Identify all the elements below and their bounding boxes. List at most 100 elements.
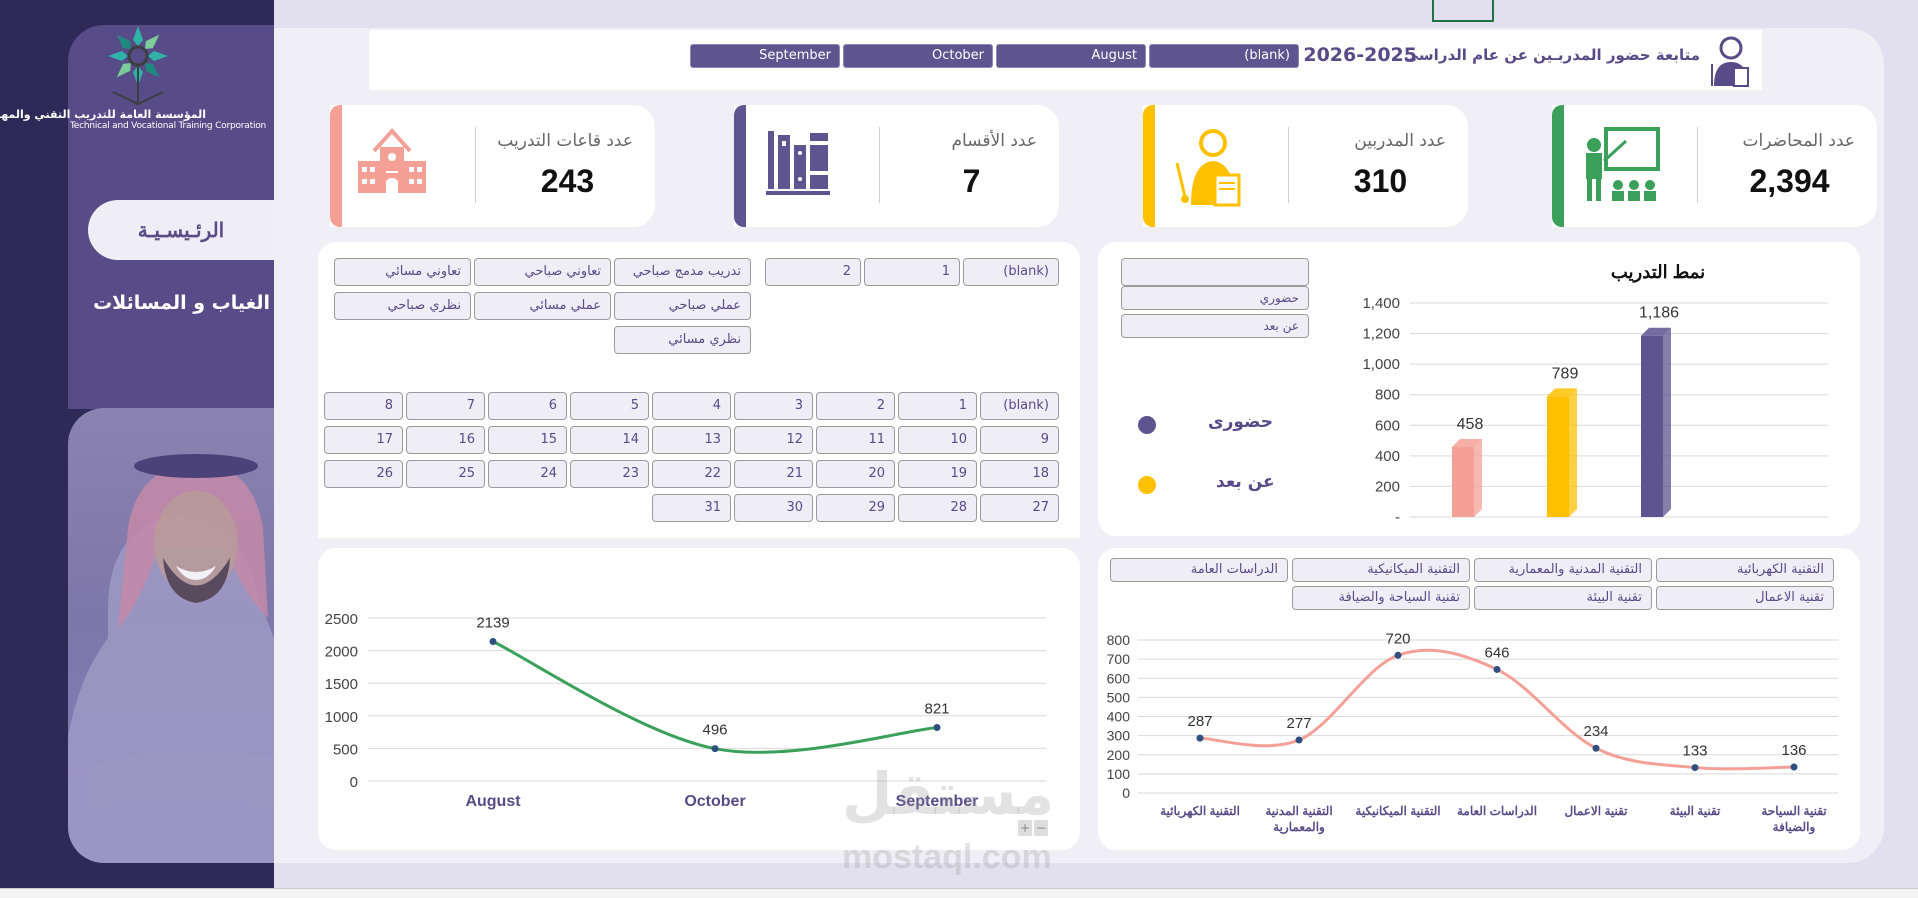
legend-label-remote: عن بعد (1216, 472, 1275, 492)
day-slicer-15[interactable]: 15 (488, 426, 567, 454)
kpi-label: عدد المحاضرات (1742, 131, 1855, 151)
svg-text:2000: 2000 (325, 644, 358, 661)
day-slicer-3[interactable]: 3 (734, 392, 813, 420)
day-slicer-10[interactable]: 10 (898, 426, 977, 454)
chart-collapse-button[interactable]: − (1034, 820, 1048, 836)
day-slicer-4[interactable]: 4 (652, 392, 731, 420)
org-name-ar: المؤسسة العامة للتدريب التقني والمهني (0, 108, 206, 121)
person-illustration-icon (68, 454, 274, 863)
kpi-card-trainers: عدد المدربين 310 (1143, 105, 1468, 227)
svg-text:والمعمارية: والمعمارية (1273, 820, 1325, 835)
session-slicer-coop-evening[interactable]: تعاوني مسائي (334, 258, 471, 286)
kpi-card-training-halls: عدد قاعات التدريب 243 (330, 105, 655, 227)
svg-text:821: 821 (924, 700, 949, 717)
nav-absence-queries[interactable]: الغياب و المسائلات (93, 292, 270, 314)
svg-text:300: 300 (1107, 728, 1131, 744)
svg-text:1,000: 1,000 (1362, 356, 1400, 373)
month-slicer-september[interactable]: September (690, 44, 840, 68)
kpi-divider (1697, 127, 1698, 203)
svg-text:2139: 2139 (476, 615, 509, 632)
academic-year: 2026-2025 (1303, 44, 1417, 66)
day-slicer-26[interactable]: 26 (324, 460, 403, 488)
kpi-value: 7 (962, 163, 981, 199)
svg-text:100: 100 (1107, 766, 1131, 782)
svg-text:500: 500 (1107, 689, 1131, 705)
dept-slicer-tourism[interactable]: تقنية السياحة والضيافة (1292, 586, 1470, 610)
day-slicer-21[interactable]: 21 (734, 460, 813, 488)
svg-text:الدراسات العامة: الدراسات العامة (1457, 804, 1537, 819)
svg-text:August: August (465, 793, 521, 810)
day-slicer-1[interactable]: 1 (898, 392, 977, 420)
dept-slicer-civil[interactable]: التقنية المدنية والمعمارية (1474, 558, 1652, 582)
day-slicer-20[interactable]: 20 (816, 460, 895, 488)
day-slicer-18[interactable]: 18 (980, 460, 1059, 488)
svg-text:789: 789 (1552, 365, 1579, 382)
svg-text:1,186: 1,186 (1639, 305, 1679, 322)
session-slicer-blended-morning[interactable]: تدريب مدمج صباحي (614, 258, 751, 286)
hero-photo (68, 408, 274, 863)
day-slicer-31[interactable]: 31 (652, 494, 731, 522)
session-slicer-theory-evening[interactable]: نظري مسائي (614, 326, 751, 354)
mode-slicer-blank[interactable] (1121, 258, 1309, 286)
monthly-attendance-line-chart: 0 500 1000 1500 2000 2500 2139 August 496 October… (325, 611, 1046, 810)
svg-text:200: 200 (1107, 747, 1131, 763)
day-slicer-30[interactable]: 30 (734, 494, 813, 522)
day-slicer-17[interactable]: 17 (324, 426, 403, 454)
day-slicer-19[interactable]: 19 (898, 460, 977, 488)
dept-slicer-electrical[interactable]: التقنية الكهربائية (1656, 558, 1834, 582)
filters-panel: (blank) 1 2 تدريب مدمج صباحي تعاوني صباح… (318, 242, 1080, 538)
department-attendance-panel: التقنية الكهربائية التقنية المدنية والمع… (1098, 548, 1860, 850)
dept-slicer-mechanical[interactable]: التقنية الميكانيكية (1292, 558, 1470, 582)
day-slicer-29[interactable]: 29 (816, 494, 895, 522)
period-slicer-blank[interactable]: (blank) (963, 258, 1059, 286)
school-icon (356, 127, 428, 201)
svg-text:400: 400 (1107, 709, 1131, 725)
month-slicer-october[interactable]: October (843, 44, 993, 68)
period-slicer-2[interactable]: 2 (765, 258, 861, 286)
day-slicer-8[interactable]: 8 (324, 392, 403, 420)
svg-text:التقنية المدنية: التقنية المدنية (1265, 804, 1332, 818)
day-slicer-22[interactable]: 22 (652, 460, 731, 488)
month-slicer-blank[interactable]: (blank) (1149, 44, 1299, 68)
selected-cell[interactable] (1432, 0, 1494, 22)
session-slicer-theory-morning[interactable]: نظري صباحي (334, 292, 471, 320)
day-slicer-2[interactable]: 2 (816, 392, 895, 420)
svg-text:0: 0 (1122, 785, 1130, 801)
day-slicer-6[interactable]: 6 (488, 392, 567, 420)
day-slicer-12[interactable]: 12 (734, 426, 813, 454)
day-slicer-blank[interactable]: (blank) (980, 392, 1059, 420)
svg-text:700: 700 (1107, 651, 1131, 667)
day-slicer-7[interactable]: 7 (406, 392, 485, 420)
day-slicer-11[interactable]: 11 (816, 426, 895, 454)
day-slicer-28[interactable]: 28 (898, 494, 977, 522)
day-slicer-14[interactable]: 14 (570, 426, 649, 454)
day-slicer-5[interactable]: 5 (570, 392, 649, 420)
session-slicer-practical-morning[interactable]: عملي صباحي (614, 292, 751, 320)
nav-home[interactable]: الرئـيسـيـة (88, 200, 274, 260)
month-slicer-august[interactable]: August (996, 44, 1146, 68)
mode-slicer-in-person[interactable]: حضوري (1121, 286, 1309, 310)
session-slicer-coop-morning[interactable]: تعاوني صباحي (474, 258, 611, 286)
svg-text:287: 287 (1187, 713, 1212, 730)
session-slicer-practical-evening[interactable]: عملي مسائي (474, 292, 611, 320)
svg-text:September: September (896, 793, 979, 810)
day-slicer-9[interactable]: 9 (980, 426, 1059, 454)
svg-text:800: 800 (1375, 387, 1400, 404)
org-name-en: Technical and Vocational Training Corpor… (70, 121, 267, 131)
svg-text:1000: 1000 (325, 709, 358, 726)
day-slicer-24[interactable]: 24 (488, 460, 567, 488)
chart-expand-button[interactable]: + (1018, 820, 1032, 836)
day-slicer-23[interactable]: 23 (570, 460, 649, 488)
day-slicer-27[interactable]: 27 (980, 494, 1059, 522)
mode-slicer-remote[interactable]: عن بعد (1121, 314, 1309, 338)
svg-text:136: 136 (1781, 742, 1806, 759)
day-slicer-13[interactable]: 13 (652, 426, 731, 454)
dept-slicer-environment[interactable]: تقنية البيئة (1474, 586, 1652, 610)
period-slicer-1[interactable]: 1 (864, 258, 960, 286)
day-slicer-16[interactable]: 16 (406, 426, 485, 454)
day-slicer-25[interactable]: 25 (406, 460, 485, 488)
dept-slicer-business[interactable]: تقنية الاعمال (1656, 586, 1834, 610)
kpi-label: عدد الأقسام (951, 131, 1037, 151)
kpi-value: 310 (1353, 163, 1408, 199)
dept-slicer-general-studies[interactable]: الدراسات العامة (1110, 558, 1288, 582)
